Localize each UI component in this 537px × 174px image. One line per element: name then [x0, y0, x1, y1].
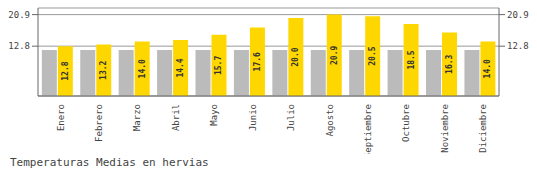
svg-text:13.2: 13.2 — [99, 60, 108, 79]
svg-text:Septiembre: Septiembre — [363, 104, 373, 154]
svg-text:Enero: Enero — [56, 104, 66, 131]
svg-text:20.9: 20.9 — [8, 10, 30, 20]
svg-text:12.8: 12.8 — [8, 41, 30, 51]
svg-text:20.0: 20.0 — [291, 47, 300, 66]
svg-text:Julio: Julio — [286, 104, 296, 131]
svg-text:Junio: Junio — [248, 104, 258, 131]
svg-text:14.0: 14.0 — [483, 59, 492, 78]
svg-text:16.3: 16.3 — [445, 54, 454, 73]
svg-text:18.5: 18.5 — [407, 50, 416, 69]
svg-text:Diciembre: Diciembre — [478, 104, 488, 153]
svg-text:Abril: Abril — [171, 104, 181, 131]
svg-text:Marzo: Marzo — [132, 104, 142, 131]
svg-text:Agosto: Agosto — [325, 104, 335, 137]
svg-text:20.9: 20.9 — [330, 45, 339, 64]
svg-text:12.8: 12.8 — [61, 61, 70, 80]
svg-text:Mayo: Mayo — [209, 104, 219, 126]
svg-text:Noviembre: Noviembre — [440, 104, 450, 153]
html-text:Temperaturas Medias en hervias: Temperaturas Medias en hervias — [10, 156, 209, 169]
svg-text:Octubre: Octubre — [401, 104, 411, 142]
svg-text:12.8: 12.8 — [507, 41, 529, 51]
svg-text:20.5: 20.5 — [368, 46, 377, 65]
svg-text:15.7: 15.7 — [215, 56, 224, 75]
svg-text:17.6: 17.6 — [253, 52, 262, 71]
svg-text:20.9: 20.9 — [507, 10, 529, 20]
svg-text:14.4: 14.4 — [176, 58, 185, 77]
svg-text:Febrero: Febrero — [94, 104, 104, 142]
svg-text:14.0: 14.0 — [138, 59, 147, 78]
